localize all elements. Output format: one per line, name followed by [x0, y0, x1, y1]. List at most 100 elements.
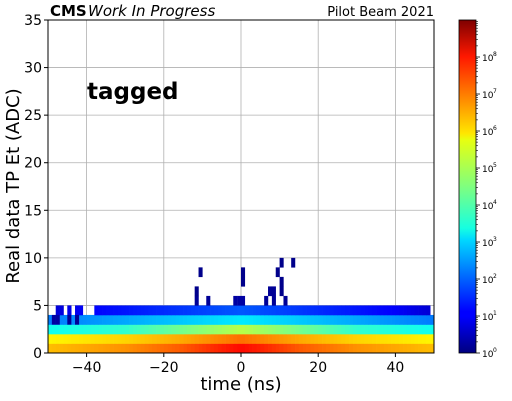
heatmap-cell: [356, 324, 362, 335]
heatmap-cell: [283, 324, 288, 335]
heatmap-cell: [48, 343, 53, 354]
heatmap-cell: [51, 343, 57, 354]
x-tick-label-1: −20: [149, 360, 179, 376]
y-tick-label-7: 35: [24, 13, 42, 29]
heatmap-cell: [98, 333, 103, 344]
heatmap-cell: [140, 333, 145, 344]
heatmap-cell: [248, 305, 253, 316]
heatmap-cell: [225, 343, 230, 354]
heatmap-cell: [271, 305, 277, 316]
heatmap-cell: [279, 314, 284, 325]
heatmap-cell: [426, 324, 431, 335]
heatmap-cell: [291, 343, 296, 354]
heatmap-cell: [225, 314, 230, 325]
heatmap-cell: [387, 343, 392, 354]
heatmap-cell: [202, 333, 207, 344]
heatmap-cell: [310, 305, 315, 316]
heatmap-cell: [391, 343, 396, 354]
heatmap-cell: [175, 324, 180, 335]
heatmap-cell: [314, 314, 319, 325]
heatmap-cell: [148, 333, 153, 344]
x-tick-label-2: 0: [237, 360, 246, 376]
heatmap-cell: [183, 314, 188, 325]
heatmap-cell: [206, 324, 211, 335]
heatmap-cell: [345, 314, 350, 325]
heatmap-cell: [252, 324, 257, 335]
heatmap-cell: [51, 324, 57, 335]
heatmap-cell: [399, 314, 404, 325]
heatmap-cell: [121, 314, 126, 325]
heatmap-cell: [318, 305, 323, 316]
colorbar-tick-exponent-6: 6: [493, 125, 497, 132]
heatmap-cell: [206, 305, 211, 316]
heatmap-cell: [302, 343, 307, 354]
heatmap-cell: [55, 343, 60, 354]
heatmap-cell: [410, 305, 416, 316]
heatmap-cell: [163, 333, 169, 344]
heatmap-cell: [422, 314, 427, 325]
heatmap-cell: [129, 333, 134, 344]
heatmap-cell: [183, 333, 188, 344]
heatmap-cell: [237, 324, 242, 335]
heatmap-cell: [117, 314, 122, 325]
heatmap-cell: [48, 314, 53, 325]
heatmap-cell: [260, 333, 265, 344]
heatmap-cell: [190, 343, 196, 354]
heatmap-cell: [121, 305, 126, 316]
heatmap-cell: [217, 314, 223, 325]
heatmap-cell: [171, 343, 176, 354]
heatmap-cell: [129, 314, 134, 325]
heatmap-cell: [418, 343, 423, 354]
heatmap-cell: [144, 324, 149, 335]
heatmap-cell: [144, 343, 149, 354]
heatmap-cell: [376, 333, 381, 344]
heatmap-cell: [113, 343, 118, 354]
heatmap-cell: [156, 305, 161, 316]
heatmap-cell: [102, 343, 107, 354]
heatmap-cell: [302, 314, 307, 325]
heatmap-cell: [318, 314, 323, 325]
heatmap-cell: [341, 305, 346, 316]
heatmap-cell: [410, 333, 416, 344]
heatmap-cell: [364, 305, 369, 316]
heatmap-cell: [352, 305, 358, 316]
heatmap-cell: [279, 324, 284, 335]
heatmap-cell: [78, 324, 84, 335]
heatmap-cell: [256, 343, 261, 354]
heatmap-cell: [426, 343, 431, 354]
heatmap-cell: [82, 314, 87, 325]
heatmap-cell: [322, 324, 327, 335]
heatmap-cell: [179, 305, 184, 316]
heatmap-cell: [379, 333, 385, 344]
heatmap-cell: [279, 305, 284, 316]
heatmap-cell: [94, 333, 99, 344]
heatmap-cell: [256, 333, 261, 344]
heatmap-cell: [229, 343, 234, 354]
heatmap-cell: [237, 314, 242, 325]
heatmap-cell: [403, 343, 408, 354]
heatmap-cell-sparse: [67, 314, 72, 325]
colorbar-tick-exponent-1: 1: [493, 310, 497, 317]
heatmap-cell: [82, 343, 87, 354]
heatmap-cell: [345, 305, 350, 316]
heatmap-cell-sparse: [233, 295, 238, 306]
heatmap-cell: [202, 324, 207, 335]
heatmap-cell: [156, 343, 161, 354]
heatmap-cell: [372, 305, 377, 316]
heatmap-cell: [360, 314, 365, 325]
heatmap-cell: [414, 333, 419, 344]
heatmap-cell: [399, 343, 404, 354]
heatmap-cell: [287, 305, 292, 316]
heatmap-cell: [241, 324, 246, 335]
heatmap-cell: [190, 324, 196, 335]
heatmap-cell: [210, 343, 215, 354]
heatmap-cell: [190, 305, 196, 316]
heatmap-cell: [337, 314, 342, 325]
colorbar-tick-label-4: 10: [482, 202, 494, 212]
heatmap-cell: [86, 314, 91, 325]
heatmap-cell: [75, 343, 80, 354]
heatmap-cell: [113, 324, 118, 335]
y-tick-label-5: 25: [24, 108, 42, 124]
heatmap-cell: [144, 314, 149, 325]
heatmap-cell: [113, 314, 118, 325]
